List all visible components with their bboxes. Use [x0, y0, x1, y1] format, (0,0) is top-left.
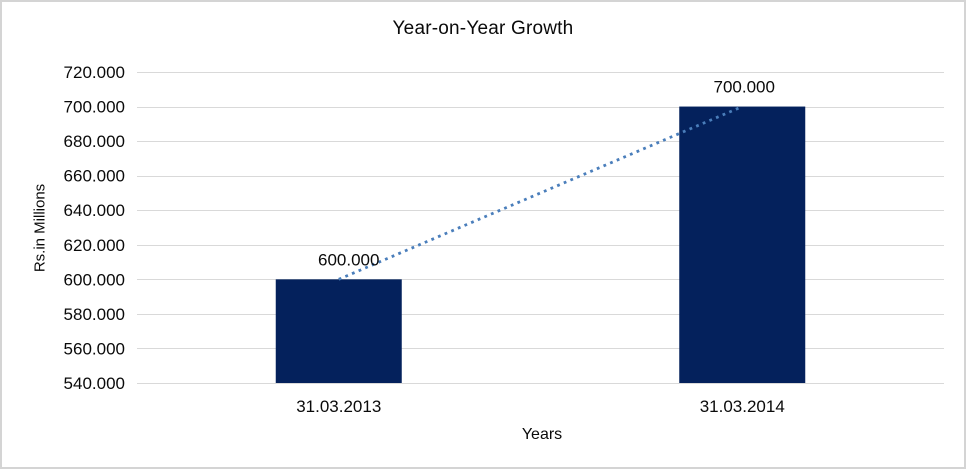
- data-label: 600.000: [318, 250, 379, 269]
- bar: [275, 279, 402, 383]
- y-tick-label: 620.000: [64, 236, 125, 255]
- y-tick-label: 640.000: [64, 201, 125, 220]
- x-axis-title: Years: [521, 426, 563, 443]
- bar: [679, 106, 806, 384]
- y-tick-label: 700.000: [64, 98, 125, 117]
- y-tick-label: 680.000: [64, 132, 125, 151]
- data-label: 700.000: [714, 78, 775, 97]
- y-tick-label: 600.000: [64, 270, 125, 289]
- chart-title: Year-on-Year Growth: [392, 18, 574, 39]
- y-tick-label: 720.000: [64, 63, 125, 82]
- trendline: [338, 105, 743, 281]
- y-tick-label: 580.000: [64, 305, 125, 324]
- y-tick-label: 660.000: [64, 167, 125, 186]
- x-category-label: 31.03.2014: [700, 397, 785, 416]
- y-tick-label: 540.000: [64, 374, 125, 393]
- y-tick-label: 560.000: [64, 339, 125, 358]
- x-category-label: 31.03.2013: [296, 397, 381, 416]
